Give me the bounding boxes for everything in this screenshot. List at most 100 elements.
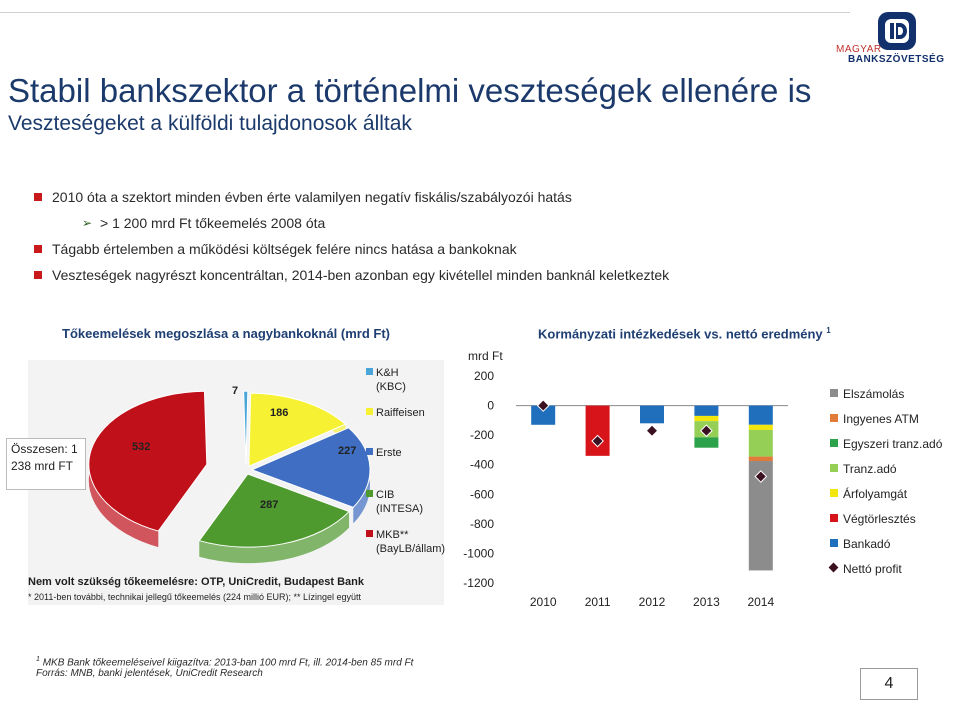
x-tick-label: 2013 xyxy=(693,595,720,609)
pie-legend-label: CIB xyxy=(376,489,394,501)
bullet-square-icon xyxy=(34,271,42,279)
pie-legend-swatch xyxy=(366,530,373,537)
pie-value-label: 7 xyxy=(232,385,238,397)
pie-slice xyxy=(88,390,208,532)
footnote: 1 MKB Bank tőkeemeléseivel kiigazítva: 2… xyxy=(36,656,413,679)
x-tick-label: 2010 xyxy=(530,595,557,609)
pie-legend-label: MKB** xyxy=(376,529,409,541)
net-profit-marker xyxy=(645,424,659,438)
pie-value-label: 287 xyxy=(260,499,278,511)
y-tick-label: 200 xyxy=(474,369,494,383)
bar-legend-swatch xyxy=(830,439,838,447)
bar-legend-swatch xyxy=(830,539,838,547)
net-profit-marker xyxy=(754,470,768,483)
pie-legend-label: Raiffeisen xyxy=(376,407,425,419)
footnote-line1: MKB Bank tőkeemeléseivel kiigazítva: 201… xyxy=(42,657,414,669)
bar-legend-label: Elszámolás xyxy=(843,387,904,401)
pie-slice-side xyxy=(199,511,350,564)
bar-chart-title-text: Kormányzati intézkedések vs. nettó eredm… xyxy=(538,326,823,342)
bar-legend-swatch xyxy=(830,514,838,522)
y-tick-label: 0 xyxy=(487,399,494,413)
pie-chart-panel: Tőkeemelések megoszlása a nagybankoknál … xyxy=(6,320,458,610)
pie-slice xyxy=(243,390,249,465)
logo-text-line1: MAGYAR xyxy=(836,44,882,55)
bar-legend-label: Árfolyamgát xyxy=(843,486,908,501)
pie-note: * 2011-ben további, technikai jellegű tő… xyxy=(28,592,362,602)
bar-chart: mrd Ft 200 0 -200 -400 -600 -800 -1000 -1200 2010… xyxy=(463,349,943,609)
y-axis-label: mrd Ft xyxy=(468,349,503,363)
net-profit-marker xyxy=(591,434,604,448)
bar-legend-swatch xyxy=(830,464,838,472)
pie-slice xyxy=(198,473,350,548)
bar-segment xyxy=(694,415,719,422)
bar-chart-title: Kormányzati intézkedések vs. nettó eredm… xyxy=(538,326,831,341)
bullet-square-icon xyxy=(34,245,42,253)
pie-total-box: Összesen: 1 238 mrd FT xyxy=(6,438,86,490)
bullet-text: Tágabb értelemben a működési költségek f… xyxy=(52,241,517,257)
bar-segment xyxy=(585,405,610,456)
bar-segment xyxy=(640,405,664,424)
net-profit-marker xyxy=(536,399,550,412)
page-title: Stabil bankszektor a történelmi vesztesé… xyxy=(8,72,812,109)
page-subtitle: Veszteségeket a külföldi tulajdonosok ál… xyxy=(8,112,412,135)
bar-segment xyxy=(694,437,719,448)
top-divider xyxy=(0,12,850,13)
bullet-text: 2010 óta a szektort minden évben érte va… xyxy=(52,189,572,205)
pie-legend-label-sub: (INTESA) xyxy=(376,503,423,515)
x-tick-label: 2012 xyxy=(639,595,666,609)
bullet-text: Veszteségek nagyrészt koncentráltan, 201… xyxy=(52,267,670,283)
pie-value-label: 186 xyxy=(270,407,288,419)
pie-legend-swatch xyxy=(366,408,373,415)
bar-chart-title-sup: 1 xyxy=(826,326,831,335)
pie-legend-label-sub: (KBC) xyxy=(376,381,406,393)
bankszovetseg-logo xyxy=(876,10,918,52)
pie-value-label: 227 xyxy=(338,445,356,457)
bullet-text: > 1 200 mrd Ft tőkeemelés 2008 óta xyxy=(100,215,326,231)
pie-legend-swatch xyxy=(366,448,373,455)
bar-segment xyxy=(531,405,556,425)
pie-note-bold: Nem volt szükség tőkeemelésre: OTP, UniC… xyxy=(28,576,365,588)
bar-segment xyxy=(748,424,773,430)
pie-legend-label-sub: (BayLB/állam) xyxy=(376,543,445,555)
bar-legend-swatch xyxy=(830,389,838,397)
pie-legend-swatch xyxy=(366,490,373,497)
bar-chart-panel: Kormányzati intézkedések vs. nettó eredm… xyxy=(462,320,960,620)
bar-segment xyxy=(748,429,773,457)
bar-legend-label: Végtörlesztés xyxy=(843,512,916,526)
y-tick-label: -200 xyxy=(470,428,494,442)
pie-chart-title: Tőkeemelések megoszlása a nagybankoknál … xyxy=(62,326,391,341)
footnote-source: Forrás: MNB, banki jelentések, UniCredit… xyxy=(36,668,263,680)
bar-legend-label: Egyszeri tranz.adó xyxy=(843,437,943,451)
y-tick-label: -800 xyxy=(470,517,494,531)
pie-value-label: 532 xyxy=(132,441,150,453)
bar-legend-diamond xyxy=(828,562,839,573)
x-tick-label: 2011 xyxy=(585,595,611,609)
y-tick-label: -1200 xyxy=(463,576,494,590)
pie-slice xyxy=(250,427,371,508)
bullet-square-icon xyxy=(34,193,42,201)
y-tick-label: -400 xyxy=(470,458,494,472)
x-tick-label: 2014 xyxy=(747,595,774,609)
pie-chart: 7 186 227 287 532 K&H (KBC) Raiffeisen Erste CIB… xyxy=(28,360,445,605)
pie-total-label: Összesen: 1 238 mrd FT xyxy=(11,442,78,473)
y-tick-label: -1000 xyxy=(463,546,494,560)
bar-legend-label: Tranz.adó xyxy=(843,462,897,476)
pie-legend-swatch xyxy=(366,368,373,375)
logo-text-line2: BANKSZÖVETSÉG xyxy=(848,54,945,65)
bar-legend-swatch xyxy=(830,489,838,497)
bar-legend-label: Ingyenes ATM xyxy=(843,412,919,426)
bar-segment xyxy=(748,405,773,425)
bar-legend-label: Bankadó xyxy=(843,537,891,551)
bar-legend-label: Nettó profit xyxy=(843,562,902,576)
arrow-bullet-icon: ➢ xyxy=(82,216,93,230)
pie-legend-label: K&H xyxy=(376,367,399,379)
footnote-sup: 1 xyxy=(36,656,40,663)
bar-segment xyxy=(694,405,719,416)
bar-legend-swatch xyxy=(830,414,838,422)
pie-slice xyxy=(248,392,347,468)
net-profit-marker xyxy=(700,424,713,438)
bar-segment xyxy=(748,456,773,462)
pie-legend-label: Erste xyxy=(376,447,402,459)
page-number: 4 xyxy=(860,668,918,700)
y-tick-label: -600 xyxy=(470,487,494,501)
